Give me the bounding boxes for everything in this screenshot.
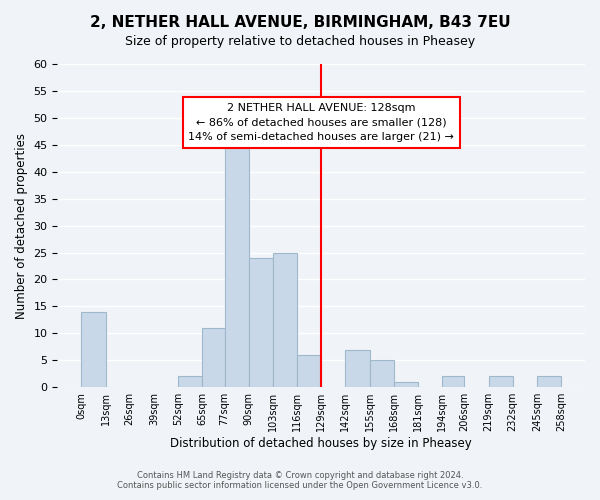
X-axis label: Distribution of detached houses by size in Pheasey: Distribution of detached houses by size … [170,437,472,450]
Y-axis label: Number of detached properties: Number of detached properties [15,132,28,318]
Bar [346,350,370,387]
Text: Size of property relative to detached houses in Pheasey: Size of property relative to detached ho… [125,35,475,48]
Bar [297,355,321,387]
Bar [394,382,418,387]
Bar [224,134,248,387]
Bar [488,376,512,387]
Bar [82,312,106,387]
Bar [273,252,297,387]
Bar [442,376,464,387]
Bar [178,376,202,387]
Bar [248,258,273,387]
Bar [202,328,224,387]
Text: 2, NETHER HALL AVENUE, BIRMINGHAM, B43 7EU: 2, NETHER HALL AVENUE, BIRMINGHAM, B43 7… [89,15,511,30]
Bar [370,360,394,387]
Bar [537,376,561,387]
Text: Contains HM Land Registry data © Crown copyright and database right 2024.
Contai: Contains HM Land Registry data © Crown c… [118,470,482,490]
Text: 2 NETHER HALL AVENUE: 128sqm
← 86% of detached houses are smaller (128)
14% of s: 2 NETHER HALL AVENUE: 128sqm ← 86% of de… [188,103,454,142]
